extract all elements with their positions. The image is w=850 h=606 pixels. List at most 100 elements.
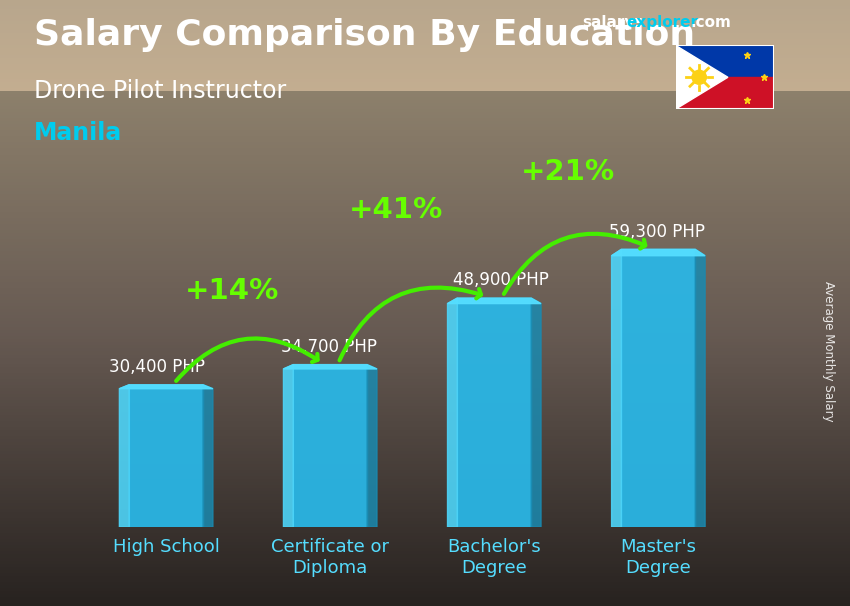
Bar [0, 509, 850, 512]
Bar [0, 294, 850, 297]
Bar [0, 73, 850, 76]
Bar [0, 27, 850, 30]
Bar [0, 255, 850, 258]
Text: +21%: +21% [521, 158, 615, 186]
Bar [0, 412, 850, 415]
Bar [0, 488, 850, 491]
Bar [0, 258, 850, 261]
Bar [0, 497, 850, 500]
Bar [0, 18, 850, 21]
Bar [0, 379, 850, 382]
Bar [0, 155, 850, 158]
Bar [0, 188, 850, 191]
Bar [0, 309, 850, 312]
Text: explorer: explorer [626, 15, 699, 30]
Bar [0, 106, 850, 109]
Bar [0, 164, 850, 167]
Bar [0, 136, 850, 139]
Bar [0, 212, 850, 215]
Bar [0, 582, 850, 585]
Bar [0, 91, 850, 94]
Bar [0, 406, 850, 409]
Bar [0, 21, 850, 24]
Bar [0, 185, 850, 188]
Bar [0, 482, 850, 485]
Bar [0, 218, 850, 221]
Bar [0, 182, 850, 185]
Bar [0, 451, 850, 454]
Bar [0, 439, 850, 442]
Bar [0, 312, 850, 315]
Bar [0, 448, 850, 451]
Bar [0, 603, 850, 606]
Bar [0, 191, 850, 194]
Bar [0, 24, 850, 27]
Bar [0, 139, 850, 142]
Text: salary: salary [582, 15, 635, 30]
Polygon shape [676, 45, 728, 109]
Polygon shape [612, 249, 706, 256]
Text: Average Monthly Salary: Average Monthly Salary [822, 281, 836, 422]
Text: .com: .com [690, 15, 731, 30]
Bar [0, 145, 850, 148]
Bar [0, 409, 850, 412]
Bar [0, 345, 850, 348]
Bar [0, 494, 850, 497]
Bar [0, 142, 850, 145]
Bar [0, 342, 850, 345]
Bar [0, 85, 850, 88]
Bar [0, 461, 850, 464]
Bar [0, 297, 850, 300]
Bar [0, 94, 850, 97]
Bar [0, 467, 850, 470]
Bar [0, 324, 850, 327]
Text: 30,400 PHP: 30,400 PHP [109, 358, 205, 376]
Bar [0, 97, 850, 100]
Bar [0, 58, 850, 61]
Polygon shape [447, 298, 541, 304]
Bar [129, 385, 203, 527]
Circle shape [692, 70, 706, 84]
Bar [0, 327, 850, 330]
Bar [0, 67, 850, 70]
Bar [0, 130, 850, 133]
Bar [0, 561, 850, 564]
Bar [0, 179, 850, 182]
Bar [0, 318, 850, 321]
Bar [0, 573, 850, 576]
Bar [0, 361, 850, 364]
Bar [0, 209, 850, 212]
Bar [0, 464, 850, 467]
Bar [0, 48, 850, 52]
Bar [0, 351, 850, 355]
Bar [0, 491, 850, 494]
Bar [293, 365, 367, 527]
Text: Manila: Manila [34, 121, 122, 145]
Bar [0, 158, 850, 161]
Bar [0, 533, 850, 536]
Bar [0, 170, 850, 173]
Bar [0, 233, 850, 236]
Text: 48,900 PHP: 48,900 PHP [453, 271, 549, 289]
Bar [0, 194, 850, 197]
Text: Drone Pilot Instructor: Drone Pilot Instructor [34, 79, 286, 103]
Bar [0, 551, 850, 554]
Bar [0, 203, 850, 206]
Bar [0, 476, 850, 479]
Bar [0, 112, 850, 115]
Bar [0, 548, 850, 551]
Bar [0, 230, 850, 233]
Bar [0, 173, 850, 176]
Bar [0, 124, 850, 127]
Bar [0, 30, 850, 33]
Bar [0, 79, 850, 82]
Text: +41%: +41% [348, 196, 443, 224]
Text: Salary Comparison By Education: Salary Comparison By Education [34, 18, 695, 52]
Bar [0, 76, 850, 79]
Bar [0, 61, 850, 64]
Bar [0, 403, 850, 406]
Bar [0, 458, 850, 461]
Bar [0, 427, 850, 430]
Bar [0, 303, 850, 306]
Bar [0, 118, 850, 121]
